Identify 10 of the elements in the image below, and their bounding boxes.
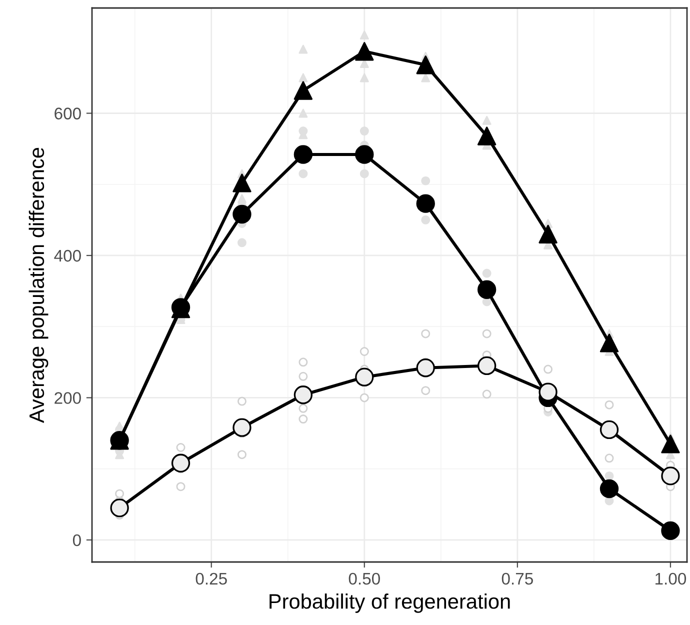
y-tick-label: 600 <box>54 108 81 120</box>
x-tick-label: 0.25 <box>196 572 227 585</box>
y-tick-label: 0 <box>72 534 81 546</box>
y-axis-title: Average population difference <box>28 148 48 423</box>
y-tick-label: 200 <box>54 392 81 404</box>
x-axis-title: Probability of regeneration <box>270 594 510 613</box>
y-tick-label: 400 <box>54 250 81 262</box>
x-tick-label: 0.75 <box>502 572 533 585</box>
x-tick-label: 0.50 <box>348 572 380 585</box>
x-tick-label: 1.00 <box>656 572 686 585</box>
